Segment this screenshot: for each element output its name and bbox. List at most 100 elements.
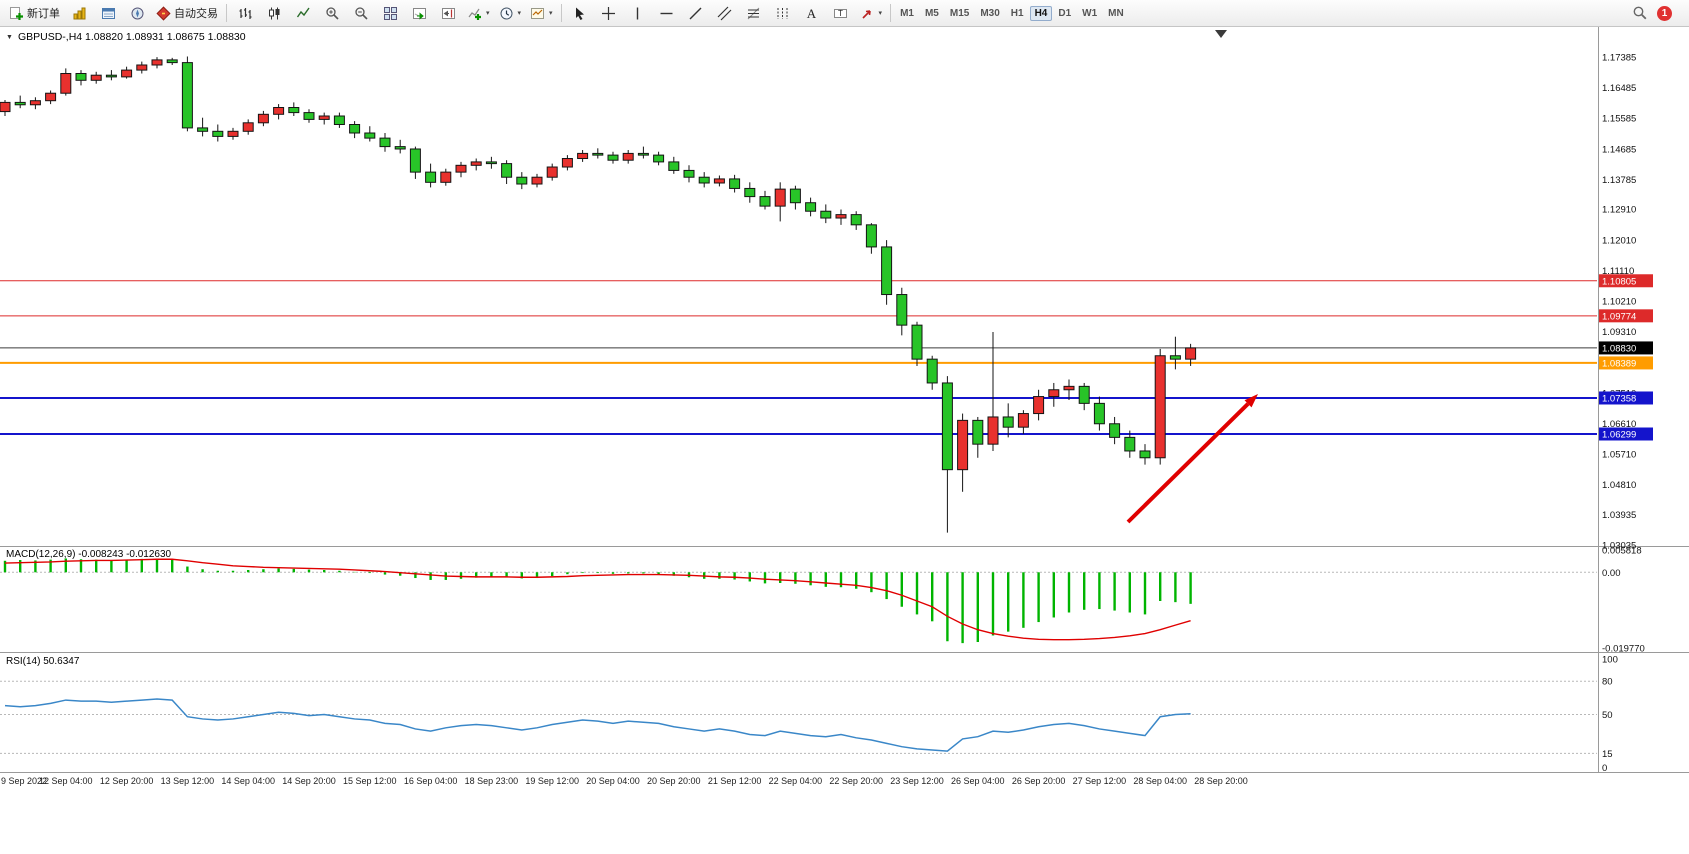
svg-text:1.09774: 1.09774 <box>1602 311 1636 322</box>
navigator-icon <box>131 7 143 19</box>
svg-text:1.09310: 1.09310 <box>1602 327 1636 338</box>
templates-button[interactable]: ▾ <box>526 2 557 24</box>
shift-marker-icon[interactable] <box>1215 30 1227 38</box>
svg-text:18 Sep 23:00: 18 Sep 23:00 <box>465 776 519 786</box>
new-order-button[interactable]: 新订单 <box>5 2 64 24</box>
fibonacci-icon <box>747 7 760 19</box>
zoom-out-icon <box>354 6 368 20</box>
svg-text:14 Sep 20:00: 14 Sep 20:00 <box>282 776 336 786</box>
chart-collapse-icon[interactable]: ▼ <box>6 33 13 41</box>
timeframe-m30[interactable]: M30 <box>980 7 1000 19</box>
chart-title-bar: ▼ GBPUSD-,H4 1.08820 1.08931 1.08675 1.0… <box>6 31 246 43</box>
svg-text:1.08830: 1.08830 <box>1602 343 1636 354</box>
template-icon <box>531 7 545 19</box>
chart-shift-button[interactable] <box>434 2 462 24</box>
cursor-button[interactable] <box>566 2 594 24</box>
autotrading-button[interactable]: 自动交易 <box>152 2 222 24</box>
navigator-button[interactable] <box>123 2 151 24</box>
chart-shift-icon <box>441 7 455 19</box>
svg-text:16 Sep 04:00: 16 Sep 04:00 <box>404 776 458 786</box>
trendline-icon <box>689 7 702 19</box>
price-box-1.10805: 1.10805 <box>1599 274 1653 288</box>
zoom-out-button[interactable] <box>347 2 375 24</box>
svg-text:1.07358: 1.07358 <box>1602 393 1636 404</box>
arrows-button[interactable]: ▾ <box>856 2 887 24</box>
channel-icon <box>717 6 732 20</box>
svg-text:1.06610: 1.06610 <box>1602 419 1636 430</box>
timeframe-d1[interactable]: D1 <box>1058 7 1072 19</box>
auto-scroll-button[interactable] <box>405 2 433 24</box>
fibonacci-button[interactable] <box>740 2 768 24</box>
crosshair-icon <box>602 6 616 20</box>
line-chart-icon <box>296 7 310 17</box>
bars-chart-icon <box>239 7 251 19</box>
periods-button[interactable]: ▾ <box>495 2 526 24</box>
svg-text:1.05710: 1.05710 <box>1602 450 1636 461</box>
trendline-button[interactable] <box>682 2 710 24</box>
candles-layer[interactable] <box>0 56 1197 533</box>
channel-button[interactable] <box>711 2 739 24</box>
svg-text:1.03935: 1.03935 <box>1602 510 1636 521</box>
arrow-shape-icon <box>861 9 871 19</box>
timeframe-w1[interactable]: W1 <box>1082 7 1098 19</box>
data-window-icon <box>101 7 115 19</box>
data-window-button[interactable] <box>94 2 122 24</box>
timeframe-m15[interactable]: M15 <box>949 7 970 19</box>
timeframe-m1[interactable]: M1 <box>900 7 914 19</box>
clock-icon <box>500 7 513 19</box>
chart-candles-button[interactable] <box>260 2 288 24</box>
main-toolbar: 新订单 自动交易 <box>0 0 1689 27</box>
macd-indicator-label: MACD(12,26,9) -0.008243 -0.012630 <box>6 549 172 560</box>
vertical-line-button[interactable] <box>624 2 652 24</box>
svg-text:12 Sep 20:00: 12 Sep 20:00 <box>100 776 154 786</box>
svg-text:A: A <box>807 6 817 21</box>
market-watch-button[interactable] <box>65 2 93 24</box>
crosshair-button[interactable] <box>595 2 623 24</box>
text-button[interactable]: A <box>798 2 826 24</box>
cycle-lines-button[interactable] <box>769 2 797 24</box>
chevron-down-icon: ▾ <box>486 10 490 17</box>
price-axis[interactable]: 1.17385 1.16485 1.15585 1.14685 1.13785 1.129… <box>1602 53 1636 552</box>
price-box-1.06299: 1.06299 <box>1599 427 1653 441</box>
svg-text:1.17385: 1.17385 <box>1602 53 1636 64</box>
timeframe-mn[interactable]: MN <box>1108 7 1124 19</box>
chart-bars-button[interactable] <box>231 2 259 24</box>
price-box-1.09774: 1.09774 <box>1599 309 1653 323</box>
svg-text:14 Sep 04:00: 14 Sep 04:00 <box>221 776 275 786</box>
toolbar-separator <box>226 4 227 22</box>
horizontal-line-button[interactable] <box>653 2 681 24</box>
zoom-in-button[interactable] <box>318 2 346 24</box>
price-box-1.08830: 1.08830 <box>1599 341 1653 355</box>
svg-text:22 Sep 20:00: 22 Sep 20:00 <box>829 776 883 786</box>
chart-line-button[interactable] <box>289 2 317 24</box>
price-box-1.07358: 1.07358 <box>1599 391 1653 405</box>
search-icon[interactable] <box>1632 5 1648 21</box>
autotrading-icon <box>156 5 171 21</box>
autotrading-label: 自动交易 <box>174 8 218 20</box>
svg-text:28 Sep 20:00: 28 Sep 20:00 <box>1194 776 1248 786</box>
timeframe-h4[interactable]: H4 <box>1029 5 1053 21</box>
svg-text:1.15585: 1.15585 <box>1602 114 1636 125</box>
svg-text:15: 15 <box>1602 749 1613 760</box>
notification-badge[interactable]: 1 <box>1657 5 1672 21</box>
svg-text:12 Sep 04:00: 12 Sep 04:00 <box>39 776 93 786</box>
svg-text:19 Sep 12:00: 19 Sep 12:00 <box>525 776 579 786</box>
horizontal-line-icon <box>660 12 673 14</box>
svg-text:1.10210: 1.10210 <box>1602 297 1636 308</box>
svg-text:1.16485: 1.16485 <box>1602 83 1636 94</box>
vertical-line-icon <box>636 7 639 19</box>
text-label-button[interactable]: T <box>827 2 855 24</box>
svg-text:0: 0 <box>1602 763 1607 774</box>
svg-text:1.04810: 1.04810 <box>1602 480 1636 491</box>
svg-text:26 Sep 04:00: 26 Sep 04:00 <box>951 776 1005 786</box>
arrow-annotation[interactable] <box>1126 394 1258 524</box>
indicators-button[interactable]: ▾ <box>463 2 494 24</box>
tile-windows-button[interactable] <box>376 2 404 24</box>
timeframe-h1[interactable]: H1 <box>1010 7 1024 19</box>
timeframe-m5[interactable]: M5 <box>924 7 939 19</box>
svg-text:20 Sep 20:00: 20 Sep 20:00 <box>647 776 701 786</box>
market-watch-icon <box>73 7 85 19</box>
